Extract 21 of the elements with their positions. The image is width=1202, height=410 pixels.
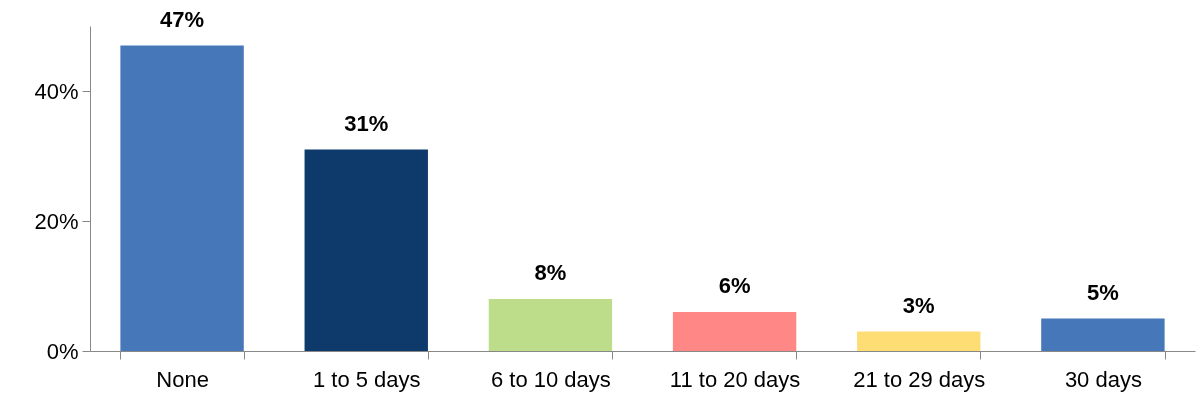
bar: [488, 299, 613, 351]
x-tick-label: None: [156, 366, 209, 392]
y-tick-label: 40%: [34, 78, 79, 104]
bar: [120, 45, 244, 351]
x-tick-label: 30 days: [1064, 366, 1142, 392]
y-tick-label: 0%: [46, 338, 79, 364]
data-label: 6%: [718, 273, 751, 298]
x-tick-label: 11 to 20 days: [669, 366, 801, 392]
x-tick-label: 6 to 10 days: [490, 366, 611, 392]
data-label: 5%: [1087, 279, 1119, 305]
y-tick-label: 20%: [34, 208, 79, 234]
bar: [857, 331, 981, 351]
x-tick-label: 21 to 29 days: [853, 366, 986, 392]
bar: [304, 149, 428, 351]
data-label: 31%: [344, 110, 389, 136]
bar: [672, 312, 797, 351]
data-label: 8%: [534, 260, 567, 285]
bar: [1041, 318, 1165, 351]
x-tick-label: 1 to 5 days: [312, 366, 421, 392]
data-label: 3%: [902, 292, 935, 318]
data-label: 47%: [160, 6, 205, 32]
